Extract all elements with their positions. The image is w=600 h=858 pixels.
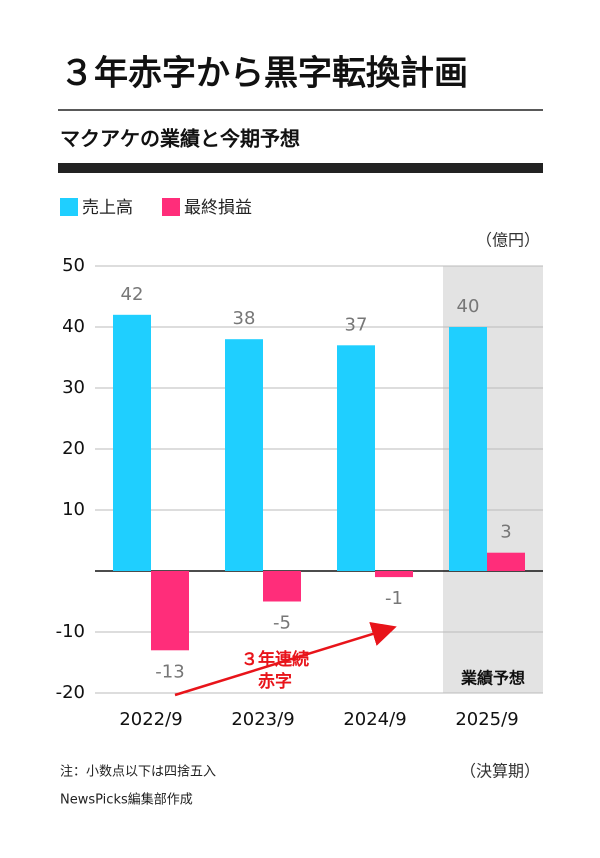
forecast-label: 業績予想 xyxy=(460,669,525,688)
note: 注：小数点以下は四捨五入 xyxy=(60,764,216,780)
subtitle-rule xyxy=(58,163,543,173)
y-tick-label: 50 xyxy=(62,255,85,276)
y-tick-label: 40 xyxy=(62,316,85,337)
value-label: 40 xyxy=(457,296,480,317)
y-tick-label: 20 xyxy=(62,438,85,459)
value-label: 37 xyxy=(345,314,368,335)
x-tick-label: 2022/9 xyxy=(119,709,182,730)
y-tick-label: -20 xyxy=(56,682,85,703)
x-axis-label: （決算期） xyxy=(460,762,540,781)
legend-swatch xyxy=(60,198,78,216)
bar xyxy=(487,552,525,571)
x-tick-label: 2025/9 xyxy=(455,709,518,730)
source: NewsPicks編集部作成 xyxy=(60,792,193,808)
y-tick-label: 30 xyxy=(62,377,85,398)
chart-title: ３年赤字から黒字転換計画 xyxy=(60,54,468,94)
bar xyxy=(449,327,487,571)
legend-label: 最終損益 xyxy=(184,198,252,218)
x-tick-label: 2023/9 xyxy=(231,709,294,730)
bar xyxy=(113,314,151,571)
x-tick-label: 2024/9 xyxy=(343,709,406,730)
bar xyxy=(375,571,413,578)
annotation-arrow xyxy=(174,621,397,697)
value-label: -5 xyxy=(273,613,291,634)
bar xyxy=(151,571,189,651)
y-tick-label: -10 xyxy=(56,621,85,642)
chart-subtitle: マクアケの業績と今期予想 xyxy=(60,127,300,151)
bar xyxy=(263,571,301,602)
bar xyxy=(225,339,263,571)
annotation-text: ３年連続 xyxy=(241,649,309,670)
value-label: -13 xyxy=(155,661,184,682)
y-tick-label: 10 xyxy=(62,499,85,520)
value-label: 3 xyxy=(500,522,511,543)
value-label: 42 xyxy=(121,284,144,305)
value-label: -1 xyxy=(385,588,403,609)
legend-swatch xyxy=(162,198,180,216)
value-label: 38 xyxy=(233,308,256,329)
unit-label: （億円） xyxy=(476,231,540,250)
annotation-text: 赤字 xyxy=(258,671,292,692)
legend-label: 売上高 xyxy=(82,198,133,218)
bar xyxy=(337,345,375,571)
